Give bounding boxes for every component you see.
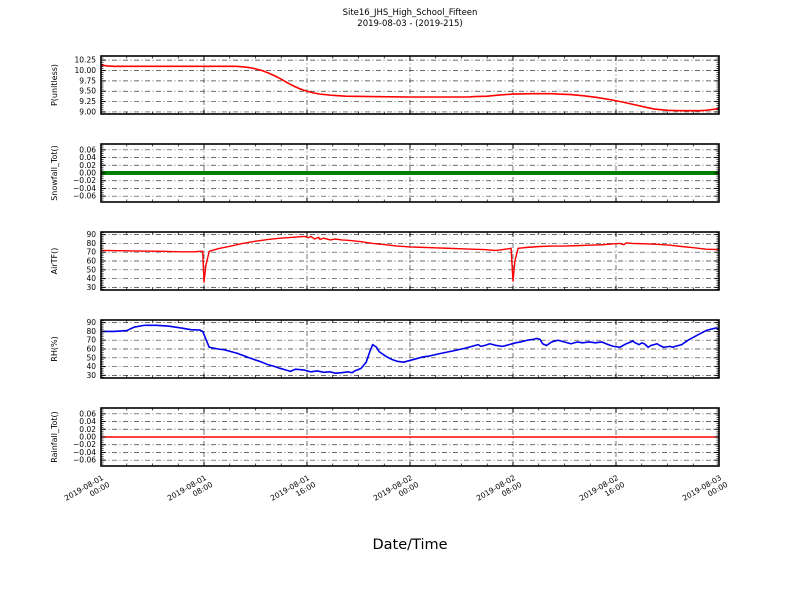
axes-border xyxy=(100,231,720,291)
y-tick-label: 0.00 xyxy=(79,169,96,178)
y-tick-label: 0.02 xyxy=(79,425,96,434)
y-tick-label: 40 xyxy=(86,274,96,283)
figure-title: Site16_JHS_High_School_Fifteen xyxy=(342,8,478,18)
y-tick-label: −0.06 xyxy=(73,456,96,465)
y-tick-label: −0.04 xyxy=(73,448,96,457)
y-tick-label: 0.02 xyxy=(79,161,96,170)
y-tick-label: −0.04 xyxy=(73,184,96,193)
y-tick-label: 0.04 xyxy=(79,153,96,162)
series-line-p-unitless xyxy=(101,64,719,112)
y-tick-label: 10.25 xyxy=(75,56,97,65)
subplot-snowfall: 0.060.040.020.00−0.02−0.04−0.06 Snowfall_… xyxy=(50,143,720,203)
y-tick-label: 50 xyxy=(86,353,96,362)
y-axis-label-rainfall: Rainfall_Tot() xyxy=(50,411,59,463)
y-tick-label: −0.02 xyxy=(73,176,96,185)
y-axis-label-airtf: AirTF() xyxy=(50,248,59,275)
y-tick-label: 80 xyxy=(86,239,96,248)
y-tick-label: −0.02 xyxy=(73,440,96,449)
subplot-rainfall: 0.060.040.020.00−0.02−0.04−0.06 Rainfall_… xyxy=(50,407,720,467)
y-axis-label-rh: RH(%) xyxy=(50,336,59,361)
y-tick-label: 0.06 xyxy=(79,409,96,418)
y-tick-label: 9.75 xyxy=(79,76,96,85)
y-tick-label: 0.06 xyxy=(79,145,96,154)
y-tick-label: 9.25 xyxy=(79,97,96,106)
y-tick-label: 9.50 xyxy=(79,87,96,96)
y-tick-label: 30 xyxy=(86,283,96,292)
y-tick-label: 70 xyxy=(86,336,96,345)
y-tick-label: 10.00 xyxy=(75,66,97,75)
y-tick-label: 90 xyxy=(86,318,96,327)
series-line-rh xyxy=(101,324,719,374)
axes-background xyxy=(101,56,719,114)
series-line-airtf xyxy=(101,235,719,283)
y-tick-label: 9.00 xyxy=(79,107,96,116)
axes-border xyxy=(100,55,720,115)
y-tick-label: −0.06 xyxy=(73,192,96,201)
y-tick-label: 70 xyxy=(86,248,96,257)
y-axis-label-p-unitless: P(unitless) xyxy=(50,64,59,106)
figure-subtitle: 2019-08-03 - (2019-215) xyxy=(357,19,463,29)
y-tick-label: 80 xyxy=(86,327,96,336)
axes-border xyxy=(100,319,720,379)
y-tick-label: 90 xyxy=(86,230,96,239)
y-tick-label: 50 xyxy=(86,265,96,274)
y-axis-label-snowfall: Snowfall_Tot() xyxy=(50,145,59,201)
axes-border xyxy=(100,407,720,467)
y-tick-label: 30 xyxy=(86,371,96,380)
y-tick-label: 0.00 xyxy=(79,433,96,442)
y-tick-label: 60 xyxy=(86,257,96,266)
axes-border xyxy=(100,143,720,203)
y-tick-label: 40 xyxy=(86,362,96,371)
x-axis-label: Date/Time xyxy=(372,537,448,553)
y-tick-label: 60 xyxy=(86,345,96,354)
y-tick-label: 0.04 xyxy=(79,417,96,426)
